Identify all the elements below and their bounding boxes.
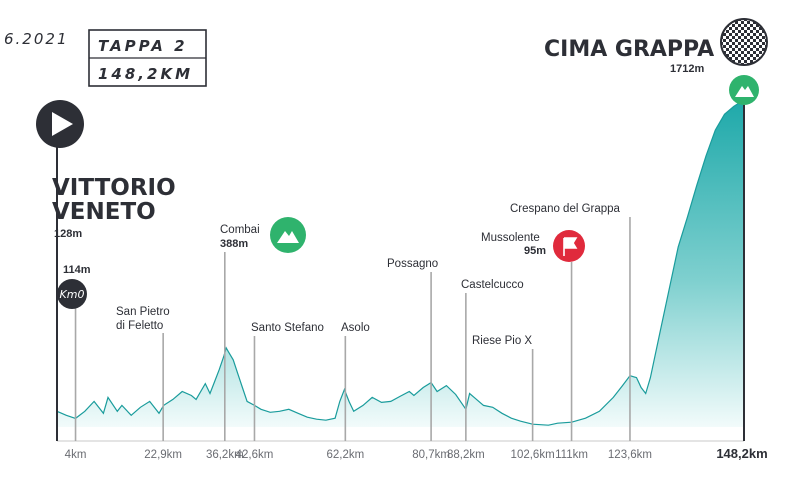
- km0-altitude: 114m: [63, 264, 91, 276]
- label-asolo: Asolo: [341, 322, 370, 334]
- label-san-pietro-line2: di Feletto: [116, 320, 163, 332]
- label-castelcucco: Castelcucco: [461, 279, 524, 291]
- km-tick-label: 102,6km: [511, 449, 555, 461]
- finish-name: CIMA GRAPPA: [544, 37, 714, 62]
- km-tick-label: 36,2km: [206, 449, 244, 461]
- stage-distance: 148,2KM: [98, 65, 193, 83]
- label-san-pietro-line1: San Pietro: [116, 306, 170, 318]
- label-mussolente-altitude: 95m: [524, 245, 546, 257]
- play-icon: [52, 112, 73, 136]
- km0-badge: [57, 279, 87, 309]
- label-combai: Combai: [220, 224, 260, 236]
- label-mussolente: Mussolente: [481, 232, 540, 244]
- label-crespano: Crespano del Grappa: [510, 203, 621, 215]
- km-tick-label: 111km: [555, 449, 588, 461]
- km0-label: Km0: [60, 288, 85, 301]
- km-tick-label: 88,2km: [447, 449, 485, 461]
- stage-number: TAPPA 2: [98, 37, 188, 55]
- km-tick-label: 22,9km: [144, 449, 182, 461]
- start-altitude: 128m: [54, 228, 82, 240]
- km-tick-label: 148,2km: [716, 446, 767, 461]
- km-tick-label: 80,7km: [412, 449, 450, 461]
- elevation-line: [56, 101, 745, 426]
- start-name-line2: VENETO: [52, 199, 156, 225]
- label-riese: Riese Pio X: [472, 335, 532, 347]
- flag-icon: [563, 237, 578, 256]
- start-name-line1: VITTORIO: [52, 175, 176, 201]
- race-date: 6.2021: [4, 30, 69, 48]
- checkered-flag-icon: [720, 18, 768, 66]
- location-lines: [74, 217, 631, 441]
- label-possagno: Possagno: [387, 258, 438, 270]
- label-combai-altitude: 388m: [220, 238, 248, 250]
- km-tick-label: 62,2km: [326, 449, 364, 461]
- mountain-icon: [277, 231, 299, 243]
- km-tick-label: 42,6km: [236, 449, 274, 461]
- km-tick-label: 4km: [65, 449, 87, 461]
- mountain-icon: [735, 86, 754, 97]
- finish-altitude: 1712m: [670, 63, 704, 75]
- km-tick-label: 123,6km: [608, 449, 652, 461]
- label-santo-stefano: Santo Stefano: [251, 322, 324, 334]
- elevation-area: [57, 102, 744, 427]
